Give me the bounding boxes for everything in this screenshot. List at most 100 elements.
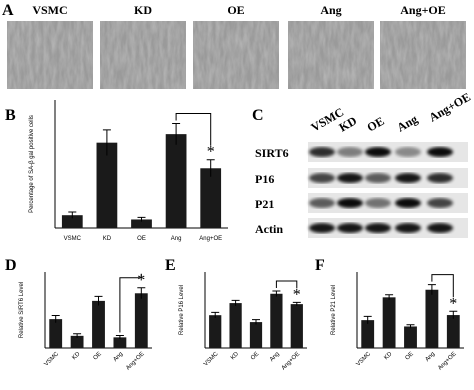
blot-band (395, 198, 421, 208)
blot-label: Actin (255, 222, 283, 236)
y-axis-label: Relative P16 Level (179, 285, 185, 335)
bar (404, 326, 417, 348)
error-bar (51, 314, 60, 323)
bar (446, 315, 460, 348)
significance-mark: * (449, 295, 457, 312)
bar (200, 168, 222, 228)
error-bar (406, 324, 415, 329)
bar (425, 289, 439, 348)
y-axis-label: Relative P21 Level (331, 285, 337, 335)
error-bar (427, 284, 436, 295)
error-bar (137, 287, 146, 299)
x-tick-label: Ang (425, 351, 437, 363)
image-label: Ang+OE (400, 3, 446, 17)
significance-bracket (175, 112, 212, 146)
blot-label: P21 (255, 197, 274, 211)
blot-band (365, 173, 391, 183)
bar (270, 293, 283, 348)
error-bar (292, 301, 301, 306)
bar (134, 293, 148, 348)
bar (229, 303, 242, 348)
x-tick-label: KD (230, 351, 241, 362)
x-tick-label: OE (93, 351, 103, 361)
significance-bracket (275, 280, 298, 289)
blot-band (395, 223, 421, 233)
error-bar (231, 299, 240, 306)
error-bar (115, 335, 124, 340)
blot-band (309, 223, 335, 233)
bar (209, 315, 222, 348)
image-label: VSMC (32, 3, 67, 17)
blot-band (309, 147, 335, 157)
blot-band (365, 223, 391, 233)
x-tick-label: KD (383, 351, 394, 362)
y-axis-label: Relative SIRT6 Level (19, 282, 25, 338)
x-tick-label: Ang+OE (437, 351, 457, 371)
error-bar (137, 216, 146, 222)
x-tick-label: Ang (171, 236, 182, 242)
error-bar (68, 211, 77, 219)
bar (361, 320, 375, 348)
blot-band (365, 198, 391, 208)
blot-label: SIRT6 (255, 146, 289, 160)
x-tick-label: OE (137, 236, 146, 242)
panel-letter: E (165, 257, 176, 274)
x-tick-label: VSMC (203, 351, 220, 368)
image-label: KD (134, 3, 152, 17)
panel-letter: A (2, 2, 14, 19)
x-tick-label: VSMC (64, 236, 82, 242)
panel-letter: C (252, 107, 264, 124)
error-bar (252, 319, 260, 325)
blot-band (395, 147, 421, 157)
micrograph (193, 21, 279, 89)
blot-band (427, 198, 453, 208)
error-bar (206, 159, 215, 177)
bar (61, 215, 83, 228)
error-bar (172, 122, 181, 145)
bar (92, 300, 105, 348)
bar (382, 297, 396, 348)
error-bar (102, 129, 111, 156)
panel-letter: F (315, 257, 325, 274)
micrograph (288, 21, 374, 89)
error-bar (385, 294, 394, 300)
bar (290, 304, 303, 348)
blot-band (395, 173, 421, 183)
lane-label: OE (365, 114, 387, 135)
x-tick-label: KD (103, 236, 112, 242)
blot-band (365, 147, 391, 157)
micrograph (380, 21, 466, 89)
blot-band (337, 223, 363, 233)
panel-letter: D (5, 257, 17, 274)
error-bar (73, 333, 82, 338)
error-bar (272, 290, 281, 297)
significance-bracket (431, 274, 454, 298)
image-label: Ang (320, 3, 341, 17)
significance-mark: * (293, 286, 301, 303)
bar (113, 337, 127, 348)
blot-band (337, 173, 363, 183)
panel-a: A (2, 2, 14, 19)
x-tick-label: Ang (113, 351, 125, 363)
blot-band (309, 173, 335, 183)
x-tick-label: Ang (269, 351, 281, 363)
x-tick-label: VSMC (44, 351, 61, 368)
bar (70, 335, 84, 348)
blot-band (337, 198, 363, 208)
blot-label: P16 (255, 172, 274, 186)
micrograph (7, 21, 93, 89)
error-bar (363, 315, 372, 324)
bar (131, 219, 152, 228)
image-label: OE (227, 3, 244, 17)
micrograph (100, 21, 186, 89)
bar (249, 322, 263, 348)
x-tick-label: OE (405, 351, 415, 361)
blot-band (427, 147, 453, 157)
significance-bracket (119, 273, 142, 333)
y-axis-label: Percentage of SA-β gal positive cells (29, 115, 35, 213)
panel-c: C (252, 107, 264, 124)
blot-band (309, 198, 335, 208)
bar (165, 134, 187, 228)
bar (96, 142, 118, 228)
